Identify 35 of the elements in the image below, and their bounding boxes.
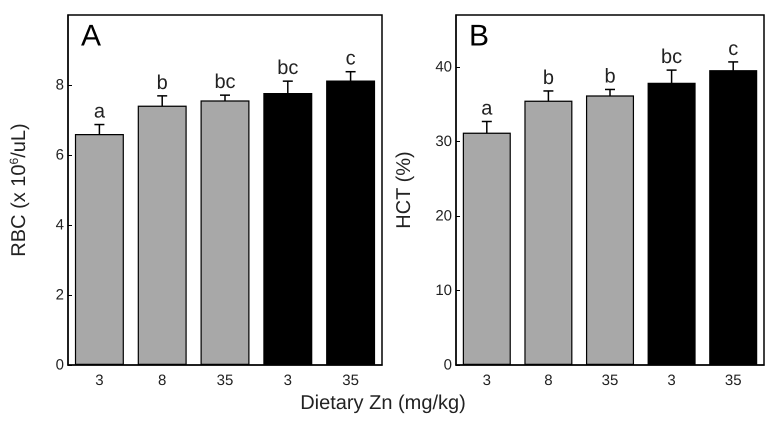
x-tick-label: 8 (158, 372, 166, 389)
y-tick-label: 8 (56, 76, 64, 94)
x-tick-label: 3 (667, 372, 676, 389)
y-axis-title: RBC (x 106/uL) (7, 123, 30, 257)
y-axis-title: HCT (%) (393, 151, 415, 229)
annotation: bc (661, 46, 682, 68)
annotation: a (481, 97, 494, 120)
y-tick-label: 4 (56, 216, 64, 234)
annotation: bc (277, 57, 298, 80)
y-tick-label: 30 (435, 133, 452, 150)
y-tick-label: 6 (56, 146, 64, 164)
x-tick-label: 3 (482, 372, 491, 389)
annotation: a (94, 100, 106, 123)
y-tick-label: 2 (56, 286, 64, 304)
x-tick-label: 35 (724, 372, 742, 389)
x-tick-label: 3 (95, 372, 104, 389)
y-tick-label: 10 (435, 282, 452, 300)
annotation: b (604, 65, 616, 88)
annotation: b (156, 72, 168, 94)
y-tick-label: 20 (435, 208, 452, 225)
x-axis-title: Dietary Zn (mg/kg) (299, 392, 467, 415)
annotation: bc (214, 71, 236, 94)
x-tick-label: 35 (602, 372, 618, 389)
x-tick-label: 8 (544, 372, 553, 389)
y-tick-label: 40 (435, 58, 452, 76)
chart-title: A (81, 20, 102, 52)
y-tick-label: 0 (444, 356, 452, 374)
x-tick-label: 35 (342, 372, 359, 389)
y-tick-label: 0 (56, 356, 64, 374)
annotation: c (346, 48, 356, 70)
x-tick-label: 35 (216, 372, 234, 389)
x-tick-label: 3 (284, 372, 292, 389)
chart-title: B (469, 20, 490, 52)
annotation: c (728, 38, 738, 60)
annotation: b (542, 66, 554, 89)
